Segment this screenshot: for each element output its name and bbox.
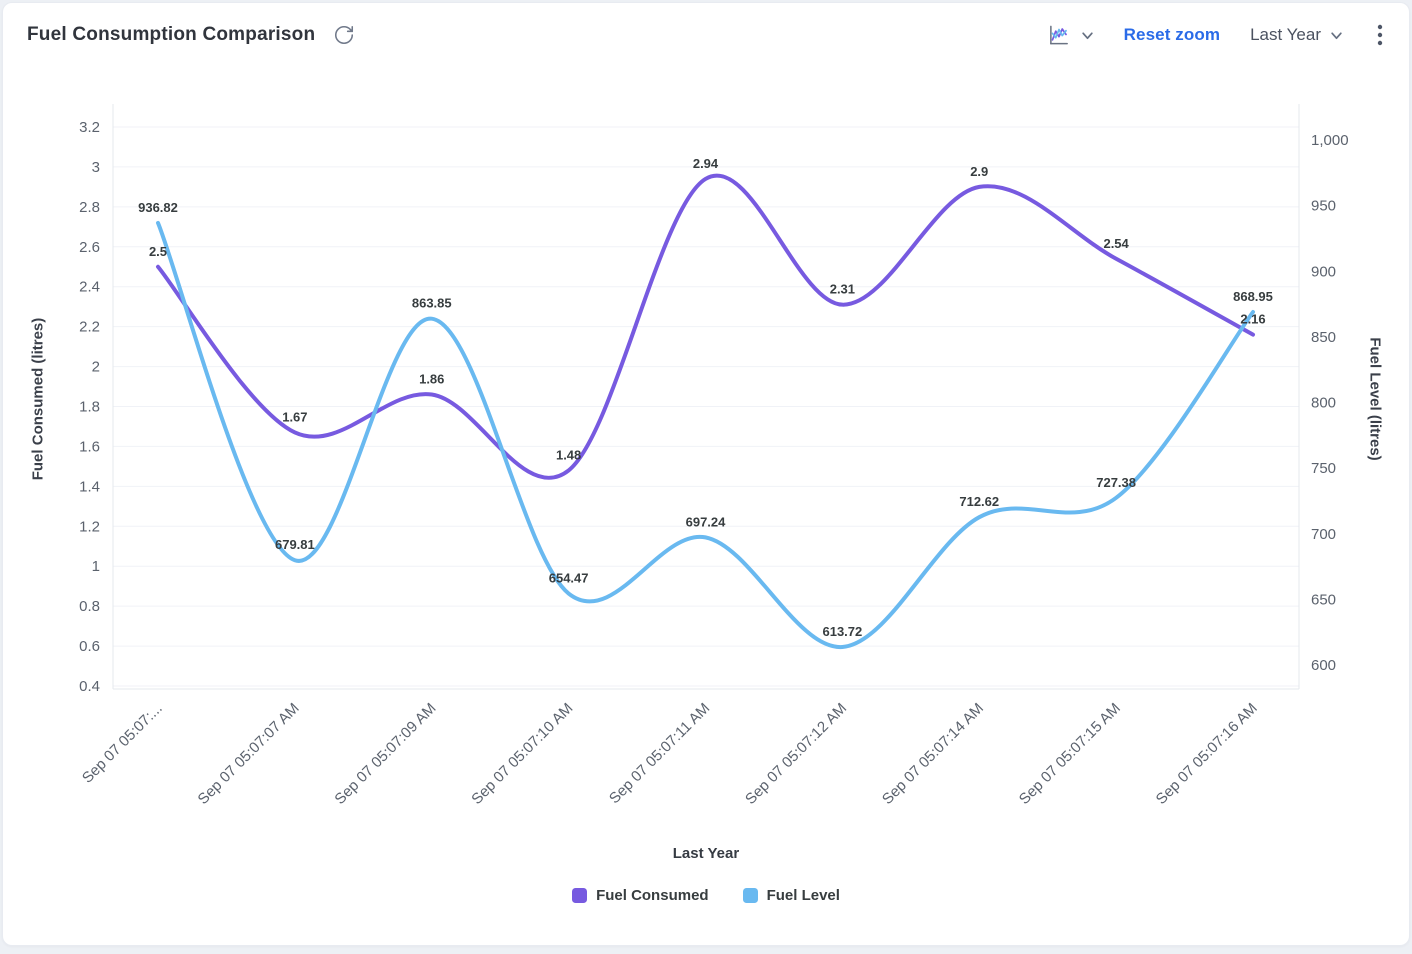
data-label: 863.85 (412, 296, 452, 311)
chevron-down-icon (1081, 29, 1094, 42)
data-label: 2.9 (970, 164, 988, 179)
y-axis-tick-label-left: 1.4 (79, 478, 100, 495)
kebab-menu-button[interactable] (1373, 21, 1387, 49)
data-label: 1.86 (419, 372, 444, 387)
x-axis-tick-label: Sep 07 05:07:14 AM (879, 700, 987, 808)
chart-type-select[interactable] (1046, 22, 1094, 48)
data-label: 2.94 (693, 156, 719, 171)
x-axis-tick-label: Sep 07 05:07:12 AM (742, 700, 850, 808)
legend-marker-fuel-level (742, 888, 758, 903)
y-axis-tick-label-left: 1.8 (79, 399, 100, 416)
data-label: 1.67 (282, 409, 307, 424)
refresh-button[interactable] (333, 24, 355, 46)
page-title: Fuel Consumption Comparison (27, 24, 316, 45)
y-axis-tick-label-left: 2 (92, 359, 100, 376)
y-axis-tick-label-right: 900 (1311, 263, 1336, 280)
legend-marker-fuel-consumed (572, 888, 588, 903)
y-axis-tick-label-right: 600 (1311, 657, 1336, 674)
data-label: 712.62 (959, 494, 999, 509)
x-axis-tick-label: Sep 07 05:07:10 AM (468, 700, 576, 808)
series-line-fuel-consumed (156, 173, 1255, 480)
x-axis-tick-label: Sep 07 05:07:... (79, 700, 166, 787)
data-label: 654.47 (549, 571, 589, 586)
y-axis-tick-label-left: 1.6 (79, 438, 100, 455)
y-axis-tick-label-left: 2.2 (79, 319, 100, 336)
y-axis-tick-label-right: 1,000 (1311, 132, 1349, 149)
chevron-down-icon (1330, 29, 1343, 42)
refresh-icon (333, 24, 355, 46)
data-label: 2.31 (830, 282, 855, 297)
time-range-value: Last Year (1250, 25, 1321, 44)
legend-label: Fuel Level (766, 887, 840, 904)
data-label: 1.48 (556, 447, 581, 462)
x-axis-tick-label: Sep 07 05:07:11 AM (606, 700, 713, 807)
data-label: 613.72 (822, 624, 862, 639)
x-axis-tick-label: Sep 07 05:07:09 AM (331, 700, 439, 808)
y-axis-tick-label-left: 3 (92, 159, 100, 176)
y-axis-tick-label-left: 2.6 (79, 239, 100, 256)
x-axis-tick-label: Sep 07 05:07:07 AM (195, 700, 303, 808)
chart-header: Fuel Consumption Comparison (3, 3, 1409, 59)
y-axis-tick-label-left: 0.6 (79, 638, 100, 655)
y-axis-tick-label-left: 0.8 (79, 598, 100, 615)
y-axis-tick-label-left: 2.4 (79, 279, 100, 296)
legend-item-fuel-consumed[interactable]: Fuel Consumed (572, 887, 709, 904)
y-axis-tick-label-right: 800 (1311, 395, 1336, 412)
series-line-fuel-level (156, 220, 1255, 649)
data-label: 2.16 (1240, 312, 1265, 327)
y-axis-tick-label-left: 0.4 (79, 678, 100, 695)
time-range-select[interactable]: Last Year (1250, 25, 1343, 45)
data-label: 727.38 (1096, 475, 1136, 490)
y-axis-tick-label-left: 1.2 (79, 518, 100, 535)
y-axis-tick-label-right: 700 (1311, 526, 1336, 543)
data-label: 2.5 (149, 244, 167, 259)
x-axis-tick-label: Sep 07 05:07:15 AM (1016, 700, 1124, 808)
data-label: 936.82 (138, 200, 178, 215)
y-axis-tick-label-left: 3.2 (79, 119, 100, 136)
reset-zoom-button[interactable]: Reset zoom (1123, 25, 1221, 44)
legend-item-fuel-level[interactable]: Fuel Level (742, 887, 840, 904)
x-axis-title: Last Year (672, 845, 740, 862)
kebab-menu-icon (1377, 23, 1383, 47)
data-label: 2.54 (1103, 236, 1129, 251)
y-axis-tick-label-right: 650 (1311, 591, 1336, 608)
y-axis-tick-label-right: 950 (1311, 198, 1336, 215)
y-axis-tick-label-right: 850 (1311, 329, 1336, 346)
data-label: 868.95 (1233, 289, 1273, 304)
chart-area: 0.4 0.6 0.8 1 1.2 1.4 1.6 1.8 2 2.2 2.4 2.6 2.8 3 3.2 6… (3, 59, 1409, 945)
line-chart-icon (1046, 22, 1072, 48)
chart-canvas[interactable]: 0.4 0.6 0.8 1 1.2 1.4 1.6 1.8 2 2.2 2.4 2.6 2.8 3 3.2 6… (3, 59, 1409, 845)
legend-label: Fuel Consumed (596, 887, 709, 904)
chart-toolbar: Reset zoom Last Year (1046, 21, 1391, 49)
y-axis-tick-label-left: 1 (92, 558, 100, 575)
y-axis-tick-label-right: 750 (1311, 460, 1336, 477)
y-axis-title-left: Fuel Consumed (litres) (29, 317, 47, 481)
x-axis-tick-label: Sep 07 05:07:16 AM (1153, 700, 1261, 808)
data-label: 679.81 (275, 537, 315, 552)
chart-legend: Fuel Consumed Fuel Level (3, 887, 1409, 904)
y-axis-title-right: Fuel Level (litres) (1366, 337, 1384, 461)
data-label: 697.24 (686, 514, 727, 529)
y-axis-tick-label-left: 2.8 (79, 199, 100, 216)
